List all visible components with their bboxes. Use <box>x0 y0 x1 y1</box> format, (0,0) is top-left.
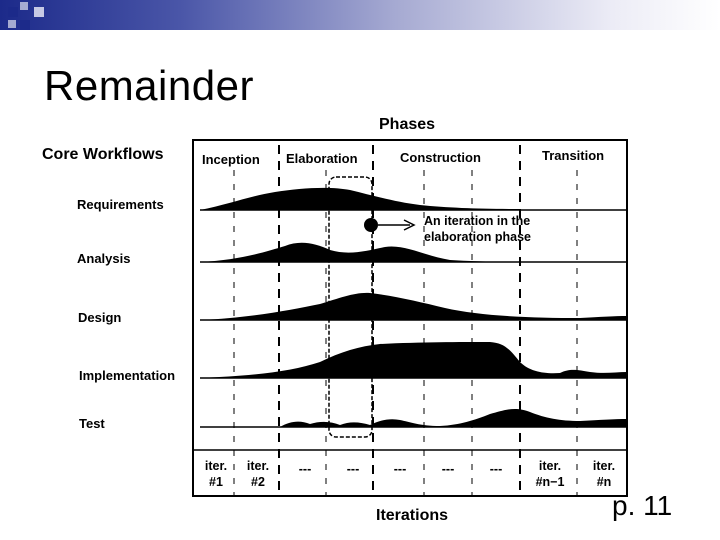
decor-square <box>8 7 18 17</box>
iteration-label: iter. #2 <box>246 459 270 489</box>
workflow-label-requirements: Requirements <box>77 197 164 212</box>
workflow-label-implementation: Implementation <box>79 368 176 383</box>
requirements-effort-curve <box>200 187 520 210</box>
core-workflows-heading: Core Workflows <box>42 146 164 163</box>
decor-square <box>20 2 28 10</box>
implementation-effort-curve <box>200 342 627 378</box>
decor-square <box>20 20 30 30</box>
workflow-label-test: Test <box>79 416 105 431</box>
phase-label-inception: Inception <box>202 152 260 167</box>
annotation-label: An iteration in the elaboration phase <box>424 214 531 244</box>
workflow-label-design: Design <box>78 310 122 325</box>
iteration-label: --- <box>393 462 407 476</box>
slide-header-bar <box>0 0 720 30</box>
test-effort-curve <box>280 408 627 427</box>
iteration-label: --- <box>298 462 312 476</box>
phase-label-transition: Transition <box>542 148 605 163</box>
analysis-effort-curve <box>200 242 560 262</box>
phase-label-elaboration: Elaboration <box>286 151 358 166</box>
iteration-label: iter. #n <box>592 459 616 489</box>
iteration-label: --- <box>441 462 455 476</box>
phase-label-construction: Construction <box>400 150 481 165</box>
iteration-label: --- <box>346 462 360 476</box>
iteration-label: iter. #n−1 <box>535 459 565 489</box>
decor-square <box>8 20 16 28</box>
decor-square <box>34 7 44 17</box>
workflow-label-analysis: Analysis <box>77 251 131 266</box>
slide-title: Remainder <box>44 62 254 109</box>
iteration-label: --- <box>489 462 503 476</box>
iteration-label: iter. #1 <box>204 459 228 489</box>
annotation-arrowhead <box>403 219 416 231</box>
highlighted-iteration-box <box>328 176 373 438</box>
phases-heading: Phases <box>379 116 436 133</box>
iterations-heading: Iterations <box>376 507 449 524</box>
annotation-dot <box>364 218 378 232</box>
design-effort-curve <box>200 292 627 320</box>
